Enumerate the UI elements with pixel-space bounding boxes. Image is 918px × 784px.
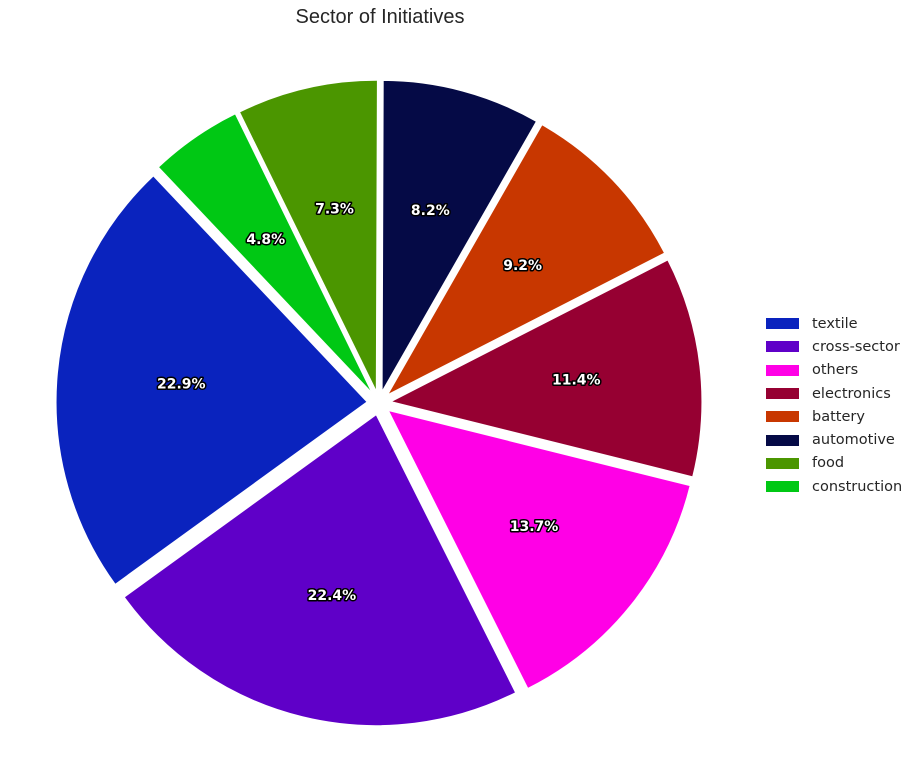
legend-item-automotive: automotive <box>766 428 902 451</box>
legend-label: battery <box>812 408 865 425</box>
legend-item-textile: textile <box>766 312 902 335</box>
pie-slice-textile <box>55 175 368 586</box>
legend-label: cross-sector <box>812 338 900 355</box>
legend-swatch <box>766 457 799 469</box>
legend-item-cross-sector: cross-sector <box>766 335 902 358</box>
legend-swatch <box>766 481 799 493</box>
legend-label: electronics <box>812 385 891 402</box>
chart-title: Sector of Initiatives <box>295 6 465 28</box>
legend-item-electronics: electronics <box>766 382 902 405</box>
legend-item-food: food <box>766 452 902 475</box>
pie-slice-cross-sector <box>123 413 517 727</box>
slice-label-textile: 22.9% <box>157 377 206 393</box>
pie-slice-construction <box>157 113 373 394</box>
slice-label-food: 7.3% <box>315 201 354 217</box>
legend-swatch <box>766 434 799 446</box>
pie-slice-food <box>238 79 378 392</box>
legend-item-battery: battery <box>766 405 902 428</box>
legend-swatch <box>766 341 799 353</box>
legend-swatch <box>766 318 799 330</box>
legend-label: others <box>812 362 859 379</box>
pie-slice-battery <box>386 124 666 396</box>
legend-label: food <box>812 455 845 472</box>
pie-slice-others <box>387 409 691 690</box>
legend-label: construction <box>812 478 903 495</box>
pie-slice-electronics <box>389 259 703 478</box>
legend-swatch <box>766 364 799 376</box>
legend-item-others: others <box>766 359 902 382</box>
pie-plot-area: 22.9% 22.4% 13.7% 11.4% 9.2% 8.2% 7.3% 4.8% <box>55 79 703 727</box>
legend: textile cross-sector others electronics batt… <box>766 312 902 498</box>
pie-slice-automotive <box>381 79 538 394</box>
legend-item-construction: construction <box>766 475 902 498</box>
slice-label-cross-sector: 22.4% <box>308 588 357 604</box>
slice-label-automotive: 8.2% <box>411 203 450 219</box>
slice-label-electronics: 11.4% <box>552 372 601 388</box>
slice-label-construction: 4.8% <box>246 232 285 248</box>
slice-label-others: 13.7% <box>510 519 559 535</box>
slice-label-battery: 9.2% <box>503 258 542 274</box>
legend-swatch <box>766 411 799 423</box>
legend-swatch <box>766 388 799 400</box>
legend-label: automotive <box>812 432 895 449</box>
legend-label: textile <box>812 315 858 332</box>
